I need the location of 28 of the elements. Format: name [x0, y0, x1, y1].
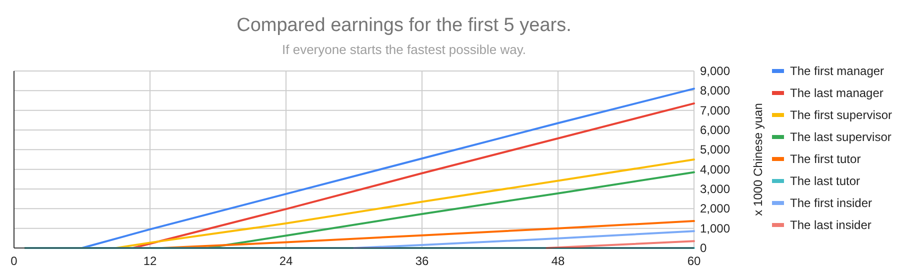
y-tick-label: 1,000	[700, 221, 730, 236]
legend-label: The last tutor	[790, 174, 860, 188]
legend-label: The last manager	[790, 86, 884, 100]
y-tick-label: 8,000	[700, 84, 730, 98]
y-tick-label: 9,000	[700, 64, 730, 78]
x-tick-label: 0	[10, 254, 18, 268]
y-tick-label: 4,000	[700, 162, 730, 176]
line-series	[353, 230, 695, 249]
x-tick-label: 12	[143, 254, 157, 268]
legend-label: The last insider	[790, 218, 872, 232]
y-tick-label: 7,000	[700, 103, 730, 118]
x-tick-label: 48	[551, 254, 565, 268]
chart-title: Compared earnings for the first 5 years.	[236, 15, 572, 36]
y-tick-label: 3,000	[700, 182, 730, 196]
x-tick-label: 36	[415, 254, 429, 268]
y-tick-label: 0	[700, 241, 707, 255]
legend-label: The first supervisor	[790, 108, 892, 122]
legend-label: The first manager	[790, 64, 884, 78]
x-tick-label: 24	[279, 254, 293, 268]
y-tick-label: 6,000	[700, 123, 730, 137]
y-tick-label: 5,000	[700, 142, 730, 157]
legend-label: The first tutor	[790, 152, 861, 166]
y-tick-label: 2,000	[700, 202, 730, 216]
y-axis-title: x 1000 Chinese yuan	[751, 103, 765, 216]
chart-subtitle: If everyone starts the fastest possible way.	[282, 42, 526, 57]
legend-label: The first insider	[790, 196, 872, 210]
legend-label: The last supervisor	[790, 130, 892, 144]
x-tick-label: 60	[687, 254, 701, 268]
